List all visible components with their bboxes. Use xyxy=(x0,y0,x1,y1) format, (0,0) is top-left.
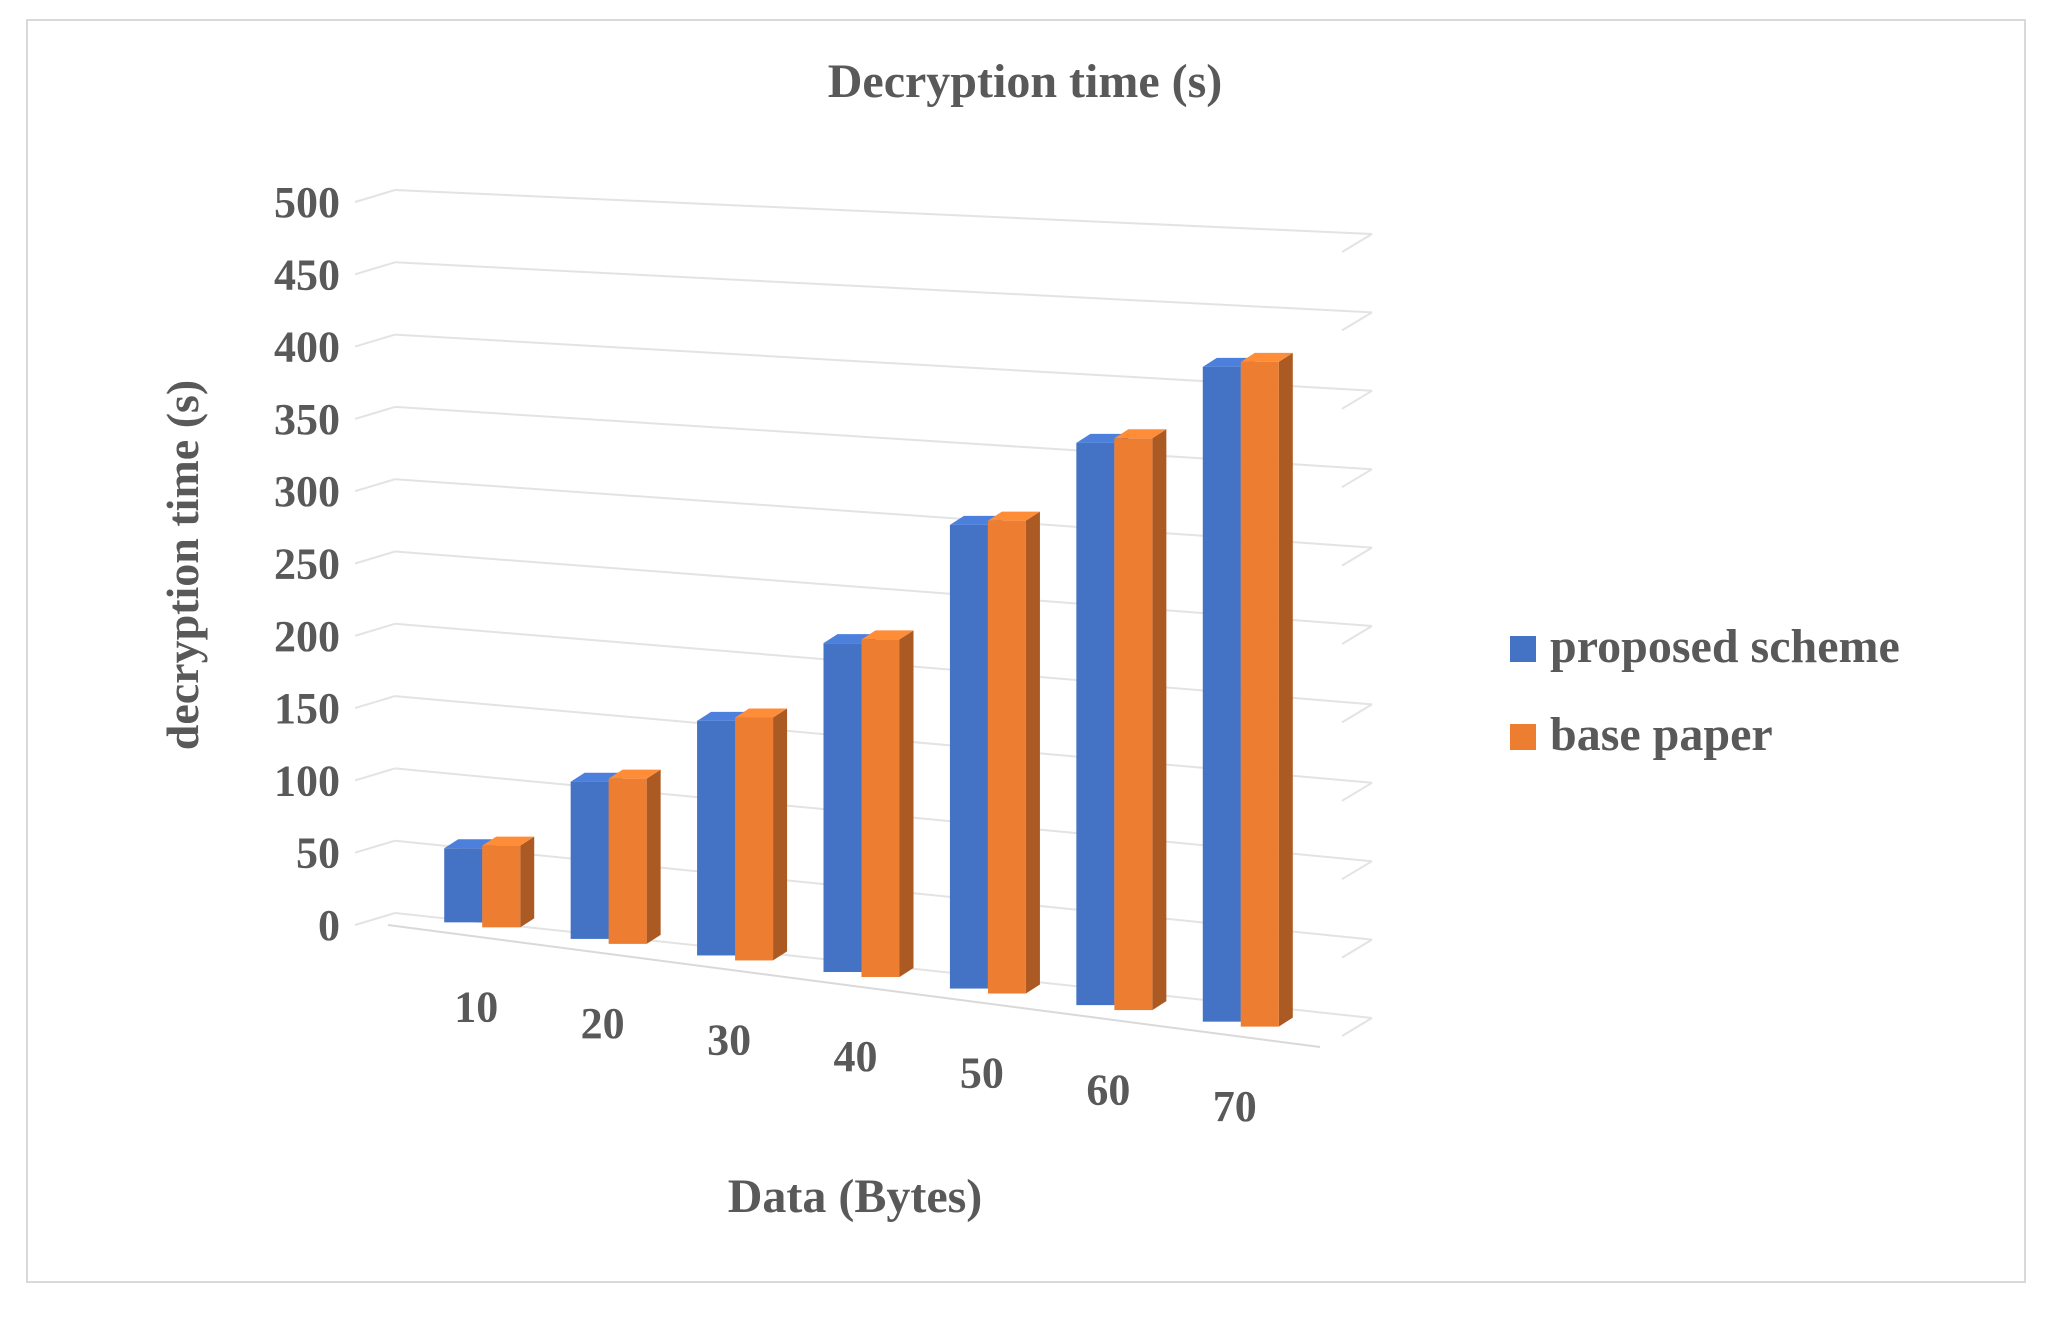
gridline-stub xyxy=(1341,546,1373,567)
bar-top-base-40 xyxy=(861,630,914,640)
gridline-stub xyxy=(1341,1017,1373,1037)
bar-top-base-60 xyxy=(1114,429,1167,439)
bar-proposed-60 xyxy=(1076,442,1115,1006)
y-tick-label: 100 xyxy=(274,756,340,805)
y-tick-label: 450 xyxy=(274,250,340,299)
bar-proposed-50 xyxy=(949,524,988,989)
bar-side-base-60 xyxy=(1152,429,1167,1011)
bar-proposed-30 xyxy=(697,720,736,956)
gridline-side xyxy=(354,839,396,854)
bar-proposed-40 xyxy=(823,643,862,973)
bar-base-40 xyxy=(861,639,900,977)
gridline-side xyxy=(354,189,396,203)
legend-label: base paper xyxy=(1550,708,1773,761)
gridline-side xyxy=(354,478,396,493)
gridline-stub xyxy=(1341,625,1373,645)
bars xyxy=(444,352,1293,1027)
y-tick-label: 500 xyxy=(274,178,340,227)
gridline xyxy=(394,189,1373,235)
bar-top-base-10 xyxy=(482,836,535,846)
bar-side-base-50 xyxy=(1025,511,1040,994)
bar-base-10 xyxy=(482,845,521,928)
x-tick-label: 60 xyxy=(1086,1065,1130,1114)
gridline-stub xyxy=(1341,233,1373,253)
bar-top-base-30 xyxy=(735,708,788,718)
legend: proposed scheme base paper xyxy=(1510,620,1900,761)
bar-side-base-30 xyxy=(773,708,788,961)
gridline-side xyxy=(354,550,396,565)
bar-proposed-20 xyxy=(570,781,609,939)
bar-proposed-10 xyxy=(444,848,483,923)
gridline-side xyxy=(354,767,396,782)
gridline-side xyxy=(354,622,396,637)
bar-base-50 xyxy=(987,520,1026,994)
y-tick-label: 0 xyxy=(318,901,340,950)
bar-proposed-70 xyxy=(1202,366,1241,1022)
gridline-stub xyxy=(1341,781,1373,802)
gridline-side xyxy=(354,261,396,276)
floor-edge xyxy=(387,924,1321,1048)
bar-side-base-20 xyxy=(646,769,661,944)
y-tick-label: 300 xyxy=(274,467,340,516)
legend-label: proposed scheme xyxy=(1550,620,1900,673)
y-tick-labels: 0 50 100 150 200 250 300 350 400 450 500 xyxy=(274,178,340,950)
x-axis-title: Data (Bytes) xyxy=(728,1170,983,1223)
gridline-side xyxy=(354,333,396,348)
legend-swatch xyxy=(1510,724,1536,750)
bar-side-base-10 xyxy=(520,836,535,928)
bar-side-base-70 xyxy=(1278,352,1293,1027)
gridline-stub xyxy=(1341,389,1373,410)
gridline-stub xyxy=(1341,703,1373,724)
gridline-stub xyxy=(1341,938,1373,959)
x-tick-label: 70 xyxy=(1213,1082,1257,1131)
bar-side-base-40 xyxy=(899,630,914,977)
y-tick-label: 250 xyxy=(274,540,340,589)
x-tick-label: 20 xyxy=(581,999,625,1048)
x-tick-label: 30 xyxy=(707,1016,751,1065)
y-tick-label: 400 xyxy=(274,323,340,372)
y-tick-label: 350 xyxy=(274,395,340,444)
gridline-side xyxy=(354,695,396,710)
y-tick-label: 150 xyxy=(274,684,340,733)
y-tick-label: 200 xyxy=(274,612,340,661)
chart-title: Decryption time (s) xyxy=(828,55,1223,108)
bar-base-60 xyxy=(1114,438,1153,1011)
gridline xyxy=(394,261,1373,314)
bar-top-base-50 xyxy=(987,511,1040,521)
bar-base-70 xyxy=(1240,361,1279,1027)
x-tick-label: 10 xyxy=(454,983,498,1032)
x-tick-label: 40 xyxy=(834,1032,878,1081)
gridline-side xyxy=(354,912,396,926)
legend-swatch xyxy=(1510,636,1536,662)
x-tick-label: 50 xyxy=(960,1049,1004,1098)
bar-base-30 xyxy=(735,717,774,961)
bar-top-base-70 xyxy=(1240,352,1293,362)
gridline-stub xyxy=(1341,468,1373,489)
y-tick-label: 50 xyxy=(296,829,340,878)
bar-base-20 xyxy=(608,778,647,944)
x-tick-labels: 10 20 30 40 50 60 70 xyxy=(454,983,1257,1131)
gridline-stub xyxy=(1341,311,1373,332)
gridline-side xyxy=(354,405,396,420)
y-axis-title: decryption time (s) xyxy=(157,380,208,750)
gridline-stub xyxy=(1341,860,1373,881)
bar-top-base-20 xyxy=(608,769,661,779)
